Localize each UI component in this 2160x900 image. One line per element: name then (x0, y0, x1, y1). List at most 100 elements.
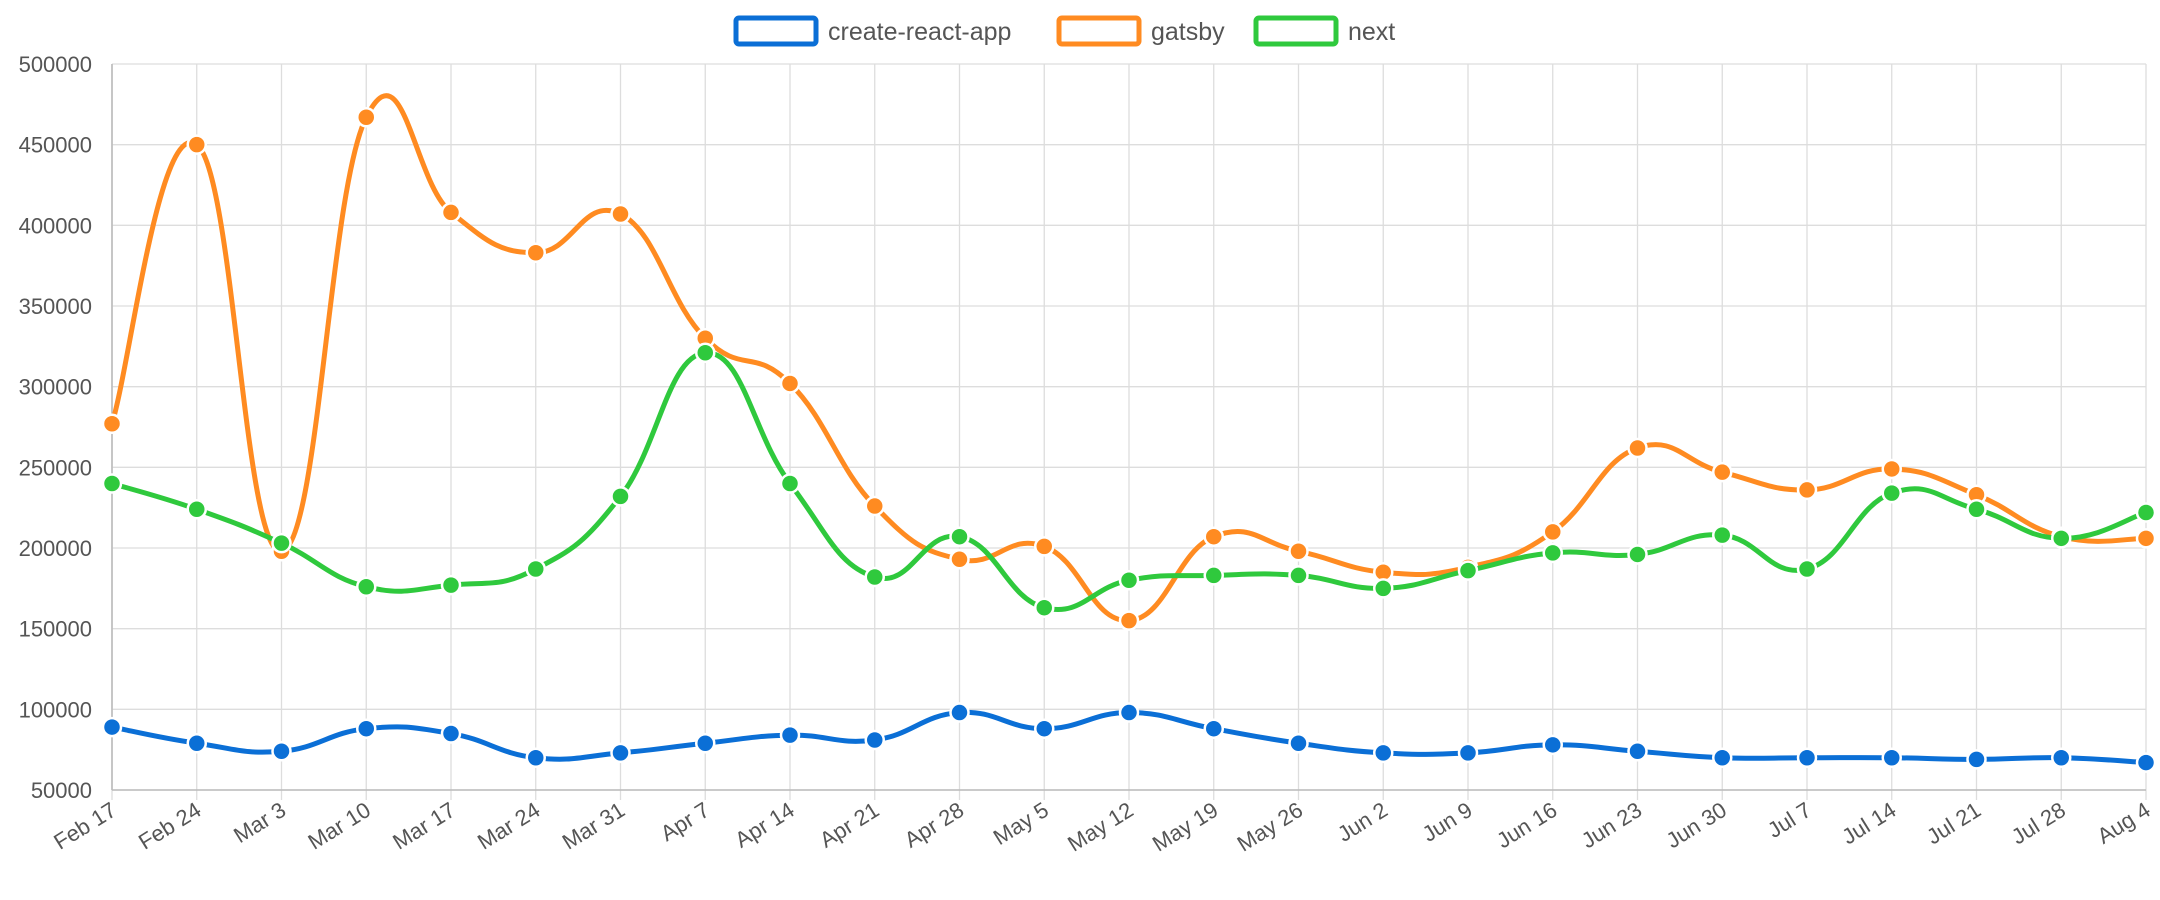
data-point-gatsby (356, 106, 377, 128)
data-point-gatsby (1881, 458, 1902, 480)
data-point-create-react-app (1966, 749, 1987, 770)
x-tick-label: Apr 14 (730, 797, 798, 853)
data-point-next (610, 486, 631, 507)
data-point-create-react-app (1034, 718, 1055, 739)
data-point-create-react-app (101, 716, 123, 738)
data-point-gatsby (1627, 437, 1648, 459)
data-point-next (1627, 544, 1648, 565)
data-point-next (779, 473, 801, 494)
y-tick-label: 500000 (19, 52, 92, 77)
data-point-create-react-app (949, 702, 970, 723)
data-point-next (695, 342, 716, 364)
legend-item-next[interactable]: next (1253, 15, 1395, 47)
legend-label: next (1348, 18, 1395, 46)
x-tick-label: Aug 4 (2093, 797, 2155, 849)
data-point-create-react-app (186, 732, 207, 754)
data-point-next (1881, 482, 1902, 504)
series-lines (101, 93, 2157, 773)
data-point-gatsby (779, 373, 801, 394)
series-create-react-app (101, 702, 2157, 773)
y-tick-label: 100000 (19, 697, 92, 722)
y-tick-label: 450000 (19, 133, 92, 158)
data-point-gatsby (610, 203, 631, 225)
data-point-create-react-app (1542, 734, 1563, 756)
data-point-next (2051, 528, 2072, 549)
legend-swatch (733, 15, 819, 47)
data-point-gatsby (1542, 521, 1563, 543)
data-point-next (186, 499, 207, 520)
data-point-gatsby (949, 549, 970, 570)
x-tick-label: Jun 16 (1492, 797, 1561, 853)
x-tick-label: May 12 (1063, 797, 1137, 856)
data-point-gatsby (1034, 536, 1055, 557)
x-tick-label: Mar 3 (229, 797, 290, 848)
data-point-gatsby (525, 242, 546, 264)
data-point-gatsby (1796, 479, 1818, 501)
x-tick-label: Mar 10 (304, 797, 375, 854)
x-tick-label: Apr 7 (656, 797, 714, 846)
data-point-next (1118, 570, 1140, 591)
data-point-create-react-app (1288, 732, 1309, 754)
data-point-next (2135, 502, 2157, 523)
data-point-gatsby (1118, 610, 1140, 631)
data-point-create-react-app (1712, 747, 1733, 768)
data-point-create-react-app (779, 724, 801, 746)
data-point-create-react-app (2135, 752, 2157, 773)
x-tick-label: Mar 24 (473, 797, 544, 854)
data-point-create-react-app (695, 732, 716, 754)
x-tick-label: Jul 21 (1922, 797, 1985, 849)
y-tick-label: 200000 (19, 536, 92, 561)
y-tick-label: 300000 (19, 375, 92, 400)
data-point-create-react-app (1373, 742, 1394, 764)
x-tick-label: Feb 17 (49, 797, 120, 855)
x-tick-label: May 26 (1233, 797, 1307, 856)
data-point-gatsby (440, 202, 462, 223)
x-tick-label: Apr 28 (900, 797, 968, 853)
legend[interactable]: create-react-app gatsby next (733, 15, 1395, 47)
data-point-gatsby (186, 134, 207, 155)
legend-item-create-react-app[interactable]: create-react-app (733, 15, 1011, 47)
data-point-create-react-app (2051, 747, 2072, 768)
legend-item-gatsby[interactable]: gatsby (1056, 15, 1225, 47)
data-point-next (1203, 565, 1224, 586)
data-point-create-react-app (356, 718, 377, 739)
x-tick-label: Jun 2 (1333, 797, 1392, 847)
data-point-create-react-app (1796, 747, 1818, 768)
x-axis-ticks: Feb 17 Feb 24 Mar 3 Mar 10 Mar 17 Mar 24 Mar 3… (49, 797, 2154, 856)
series-next (101, 342, 2157, 618)
x-tick-label: Jun 23 (1577, 797, 1646, 853)
x-tick-label: Feb 24 (134, 797, 205, 855)
data-point-create-react-app (864, 729, 885, 751)
x-tick-label: Jul 7 (1763, 797, 1816, 843)
data-point-create-react-app (525, 747, 546, 768)
x-tick-label: Apr 21 (815, 797, 883, 853)
y-tick-label: 400000 (19, 213, 92, 238)
x-tick-label: Mar 31 (558, 797, 629, 854)
y-tick-label: 250000 (19, 455, 92, 480)
y-axis-ticks: 500000 450000 400000 350000 300000 250000 2000… (19, 52, 92, 803)
data-point-create-react-app (1457, 742, 1479, 764)
data-point-create-react-app (610, 742, 631, 764)
legend-swatch (1253, 15, 1339, 47)
data-point-create-react-app (1627, 741, 1648, 762)
x-tick-label: Jul 14 (1837, 797, 1900, 849)
data-point-create-react-app (271, 741, 292, 762)
data-point-next (1712, 524, 1733, 546)
x-tick-label: Jul 28 (2007, 797, 2070, 849)
data-point-create-react-app (1881, 747, 1902, 768)
data-point-gatsby (101, 413, 123, 435)
data-point-next (356, 576, 377, 597)
y-tick-label: 350000 (19, 294, 92, 319)
data-point-next (101, 473, 123, 494)
data-point-next (1034, 597, 1055, 618)
data-point-create-react-app (440, 723, 462, 744)
data-point-next (1288, 565, 1309, 586)
x-tick-label: May 19 (1148, 797, 1222, 856)
data-point-create-react-app (1203, 718, 1224, 739)
y-tick-label: 150000 (19, 617, 92, 642)
data-point-gatsby (2135, 528, 2157, 549)
data-point-next (525, 558, 546, 580)
data-point-gatsby (1203, 526, 1224, 547)
